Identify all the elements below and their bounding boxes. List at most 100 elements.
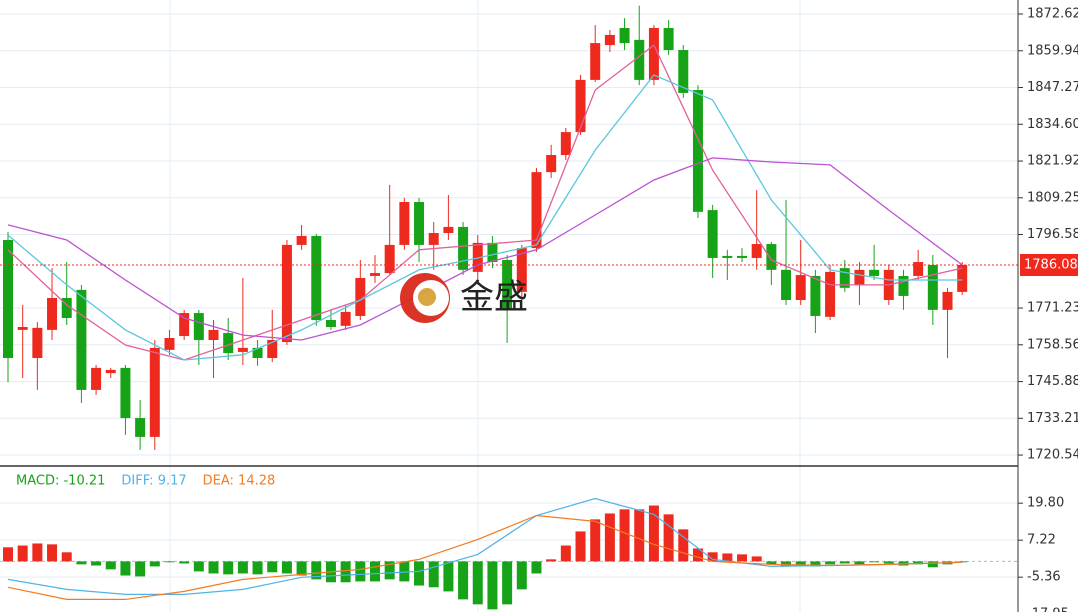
- candle-body: [105, 369, 116, 374]
- legend-entry: MACD: -10.21: [16, 474, 105, 489]
- macd-bar: [237, 561, 248, 574]
- candle-body: [648, 27, 659, 80]
- candle-body: [3, 239, 13, 359]
- candle-body: [751, 244, 762, 258]
- y-tick-label: 1872.62: [1027, 7, 1078, 22]
- indicator-line: [7, 74, 963, 361]
- candle-body: [531, 172, 542, 249]
- macd-bar: [560, 545, 571, 562]
- candle-body: [692, 90, 703, 212]
- macd-bar: [164, 561, 175, 563]
- macd-bar: [619, 509, 630, 562]
- macd-bar: [355, 561, 366, 582]
- macd-bar: [590, 519, 601, 562]
- candle-body: [942, 291, 953, 310]
- candle-body: [208, 329, 219, 341]
- macd-bar: [575, 531, 586, 562]
- macd-bar: [692, 548, 703, 562]
- candle-body: [766, 244, 777, 270]
- candle-body: [223, 333, 234, 354]
- macd-bar: [267, 561, 278, 573]
- y-tick-label: 1834.60: [1027, 117, 1078, 132]
- macd-bar: [957, 561, 968, 563]
- legend-entry: DIFF: 9.17: [121, 474, 186, 489]
- candle-body: [267, 340, 278, 359]
- candle-body: [575, 79, 586, 133]
- macd-bar: [634, 509, 645, 562]
- macd-bar: [663, 514, 674, 562]
- macd-bar: [854, 561, 865, 565]
- macd-bar: [825, 561, 836, 565]
- candle-body: [164, 338, 175, 350]
- macd-bar: [3, 547, 13, 562]
- watermark-logo: [400, 273, 450, 323]
- macd-bar: [47, 544, 58, 562]
- candle-body: [443, 226, 454, 234]
- indicator-line: [7, 497, 963, 595]
- y-tick-label: 1745.88: [1027, 374, 1078, 389]
- macd-bar: [135, 561, 146, 577]
- candle-body: [458, 226, 469, 270]
- macd-bar: [487, 561, 498, 610]
- macd-bar: [751, 556, 762, 562]
- y-tick-label: 7.22: [1027, 533, 1056, 548]
- candle-body: [590, 43, 601, 80]
- candle-body: [325, 320, 336, 327]
- candle-body: [149, 347, 160, 437]
- candle-body: [76, 289, 87, 390]
- candle-body: [825, 271, 836, 317]
- macd-bar: [502, 561, 513, 605]
- candle-body: [619, 27, 630, 44]
- candle-body: [913, 262, 924, 276]
- candle-body: [355, 277, 366, 316]
- macd-bar: [546, 559, 557, 562]
- candle-body: [281, 244, 292, 343]
- y-tick-label: 1758.56: [1027, 337, 1078, 352]
- macd-bar: [17, 545, 28, 562]
- macd-bar: [531, 561, 542, 574]
- macd-bar: [281, 561, 292, 574]
- y-tick-label: 1796.58: [1027, 227, 1078, 242]
- macd-bar: [76, 561, 87, 565]
- last-price-tag: [1020, 253, 1078, 276]
- macd-bar: [399, 561, 410, 582]
- candle-body: [781, 269, 792, 301]
- macd-bar: [384, 561, 395, 580]
- candle-body: [47, 297, 58, 330]
- macd-bar: [61, 552, 72, 562]
- macd-bar: [91, 561, 102, 566]
- y-tick-label: 1859.94: [1027, 43, 1078, 58]
- y-tick-label: 1771.23: [1027, 301, 1078, 316]
- macd-bar: [252, 561, 263, 575]
- plot: 1872.62 1859.94 1847.27 1834.60 1821.92 1809.…: [0, 5, 1078, 612]
- macd-bar: [296, 561, 307, 576]
- candle-body: [810, 275, 821, 316]
- candle-body: [722, 255, 733, 258]
- candle-body: [384, 244, 395, 274]
- candle-body: [91, 367, 102, 390]
- y-tick-label: 19.80: [1027, 496, 1064, 511]
- candle-body: [854, 269, 865, 285]
- candle-body: [32, 327, 43, 359]
- candle-body: [61, 297, 72, 318]
- candle-body: [634, 39, 645, 80]
- macd-bar: [810, 561, 821, 567]
- candle-body: [414, 201, 425, 245]
- macd-bar: [869, 561, 880, 563]
- macd-bar: [149, 561, 160, 567]
- macd-bar: [340, 561, 351, 583]
- macd-bar: [678, 529, 689, 562]
- macd-bar: [883, 561, 894, 564]
- candle-body: [428, 233, 439, 245]
- macd-bar: [458, 561, 469, 600]
- y-tick-label: 1847.27: [1027, 80, 1078, 95]
- y-tick-label: -5.36: [1027, 570, 1061, 585]
- macd-bar: [766, 561, 777, 565]
- candle-body: [678, 50, 689, 93]
- macd-bar: [311, 561, 322, 580]
- macd-bar: [737, 554, 747, 562]
- last-price-label: 1786.08: [1024, 257, 1078, 272]
- candle-body: [604, 34, 615, 46]
- macd-bar: [795, 561, 806, 566]
